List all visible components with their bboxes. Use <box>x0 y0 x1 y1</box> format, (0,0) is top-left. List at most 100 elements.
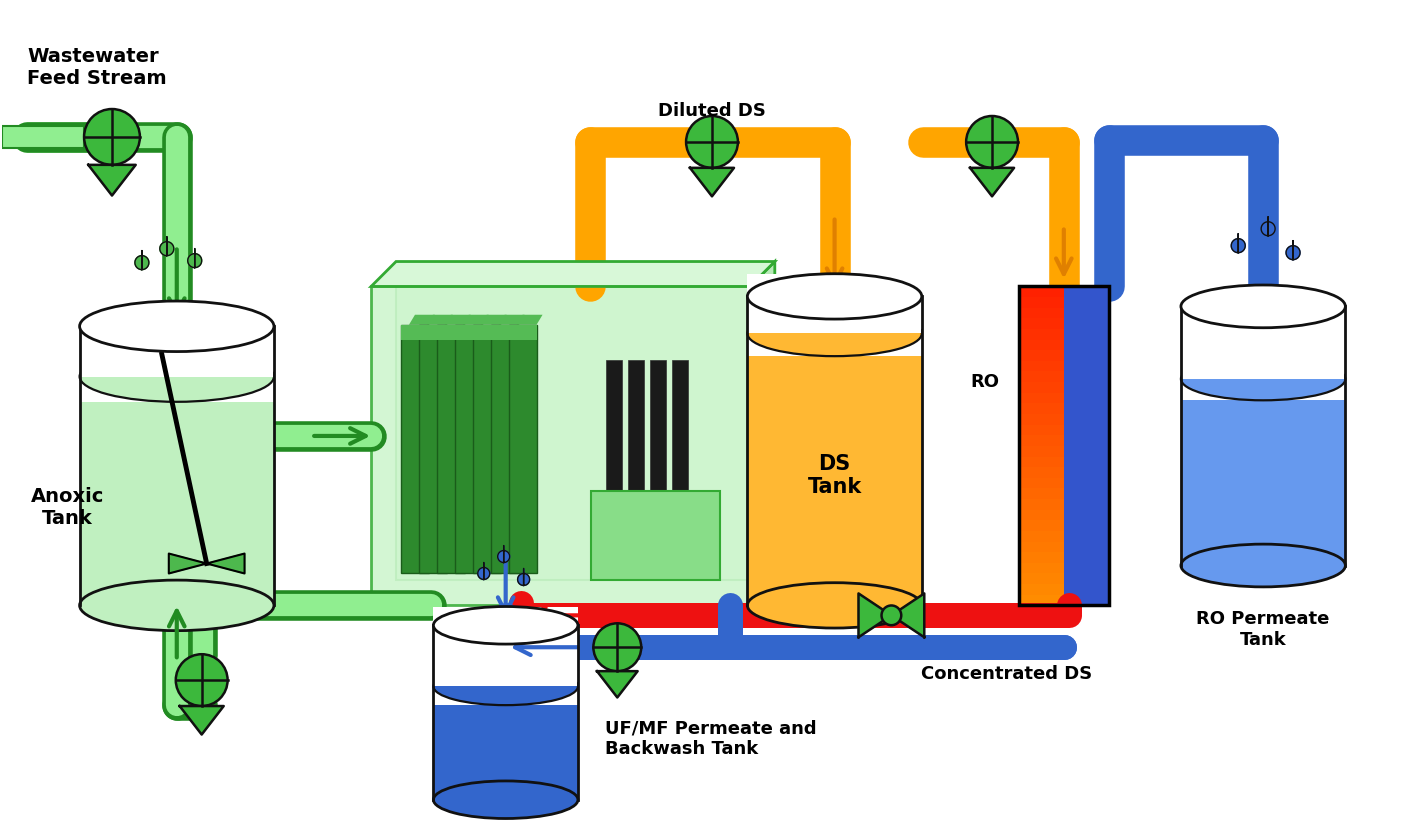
Polygon shape <box>518 568 529 585</box>
Bar <box>591 491 719 580</box>
Bar <box>3 126 84 148</box>
Bar <box>628 359 644 558</box>
Circle shape <box>593 624 641 671</box>
Bar <box>455 324 482 573</box>
Polygon shape <box>372 262 774 287</box>
Polygon shape <box>597 671 638 697</box>
Ellipse shape <box>1181 544 1346 587</box>
Bar <box>1020 402 1064 414</box>
Bar <box>418 324 447 339</box>
Bar <box>1020 434 1064 446</box>
Circle shape <box>686 116 737 168</box>
Bar <box>434 607 579 705</box>
Polygon shape <box>187 248 201 268</box>
Bar <box>1020 339 1064 350</box>
Bar <box>1020 287 1109 605</box>
Bar <box>81 326 272 376</box>
Bar <box>434 625 577 686</box>
Polygon shape <box>169 553 207 573</box>
Bar <box>1020 370 1064 382</box>
Polygon shape <box>207 553 244 573</box>
Ellipse shape <box>434 668 579 705</box>
Bar <box>1020 562 1064 573</box>
Bar <box>747 297 922 605</box>
Ellipse shape <box>79 301 274 352</box>
Bar <box>1181 306 1346 565</box>
Bar <box>79 326 274 605</box>
Ellipse shape <box>79 580 274 630</box>
Bar <box>509 324 536 573</box>
Bar <box>1183 306 1344 379</box>
Polygon shape <box>499 314 525 324</box>
Ellipse shape <box>747 583 922 628</box>
Bar <box>1020 487 1064 499</box>
Bar <box>1020 296 1064 308</box>
Bar <box>1020 424 1064 436</box>
Bar <box>491 324 519 339</box>
Bar <box>509 324 536 339</box>
Bar <box>437 324 465 339</box>
Bar <box>1020 573 1064 584</box>
Bar <box>1020 413 1064 425</box>
Text: DS
Tank: DS Tank <box>807 454 862 497</box>
Polygon shape <box>160 237 174 256</box>
Bar <box>1020 551 1064 563</box>
Bar <box>372 287 750 605</box>
Bar <box>1181 285 1346 400</box>
Polygon shape <box>445 314 471 324</box>
Ellipse shape <box>747 311 922 356</box>
Text: Diluted DS: Diluted DS <box>658 102 766 120</box>
Bar <box>1020 594 1064 605</box>
Bar <box>605 359 623 558</box>
Ellipse shape <box>434 781 579 818</box>
Bar <box>472 324 501 339</box>
Bar <box>1020 498 1064 510</box>
Bar <box>491 324 519 573</box>
Bar <box>472 324 501 573</box>
Bar <box>434 625 579 800</box>
Text: Wastewater
Feed Stream: Wastewater Feed Stream <box>27 48 167 89</box>
Text: RO: RO <box>970 373 1000 391</box>
Text: Anoxic
Tank: Anoxic Tank <box>30 487 104 528</box>
Polygon shape <box>180 706 224 735</box>
Polygon shape <box>1261 217 1275 236</box>
Bar <box>1020 381 1064 393</box>
Bar <box>1020 541 1064 553</box>
Bar <box>1064 287 1109 605</box>
Bar <box>1020 466 1064 478</box>
Bar <box>1020 445 1064 456</box>
Polygon shape <box>1286 241 1300 260</box>
Bar <box>1020 456 1064 467</box>
Bar <box>437 324 465 573</box>
Ellipse shape <box>434 607 579 644</box>
Polygon shape <box>498 546 509 563</box>
Bar <box>1020 508 1064 520</box>
Bar <box>1020 530 1064 542</box>
Polygon shape <box>858 594 892 637</box>
Bar <box>1020 349 1064 361</box>
Bar <box>649 359 665 558</box>
Bar <box>1020 477 1064 488</box>
Polygon shape <box>970 168 1014 196</box>
Ellipse shape <box>1181 285 1346 328</box>
Circle shape <box>176 655 228 706</box>
Polygon shape <box>135 251 149 269</box>
Bar <box>396 262 774 580</box>
Polygon shape <box>892 594 925 637</box>
Ellipse shape <box>1181 358 1346 400</box>
Circle shape <box>966 116 1018 168</box>
Bar <box>1020 392 1064 404</box>
Polygon shape <box>750 262 774 605</box>
Polygon shape <box>427 314 452 324</box>
Polygon shape <box>1231 233 1245 252</box>
Polygon shape <box>691 168 735 196</box>
Circle shape <box>882 605 902 625</box>
Bar <box>401 324 428 339</box>
Bar <box>672 359 688 558</box>
Bar <box>79 301 274 402</box>
Text: Concentrated DS: Concentrated DS <box>922 665 1092 683</box>
Bar <box>418 324 447 573</box>
Bar <box>1020 285 1064 297</box>
Text: UF/MF Permeate and
Backwash Tank: UF/MF Permeate and Backwash Tank <box>605 719 817 758</box>
Bar <box>747 273 922 356</box>
